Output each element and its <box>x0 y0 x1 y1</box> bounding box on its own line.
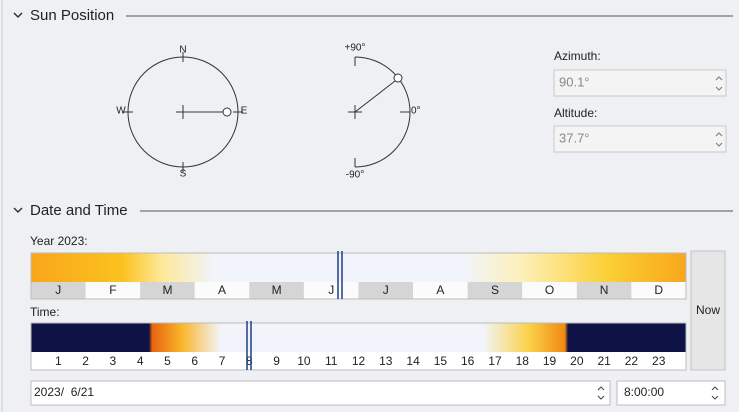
month-cell <box>194 282 250 299</box>
year-label: Year 2023: <box>30 234 88 248</box>
hour-strip <box>31 352 686 370</box>
hour-label: 14 <box>406 354 420 368</box>
hour-label: 8 <box>246 354 253 368</box>
compass-label: W <box>116 106 126 117</box>
month-cell <box>140 282 195 299</box>
hour-label: 16 <box>461 354 475 368</box>
month-label: A <box>436 283 444 297</box>
time-frame <box>30 322 687 371</box>
month-cell <box>31 282 86 299</box>
compass <box>123 52 243 172</box>
date-input[interactable] <box>30 380 611 406</box>
month-cell <box>522 282 577 299</box>
spinner[interactable] <box>715 76 723 91</box>
hour-label: 19 <box>543 354 557 368</box>
compass-label: S <box>180 169 187 180</box>
azimuth-value: 90.1° <box>559 74 590 89</box>
field-label: Azimuth: <box>554 49 601 63</box>
month-label: M <box>162 283 172 297</box>
month-label: A <box>218 283 226 297</box>
hour-label: 6 <box>191 354 198 368</box>
compass-label: N <box>179 45 186 56</box>
month-cell <box>413 282 468 299</box>
hour-label: 23 <box>652 354 666 368</box>
month-label: S <box>491 283 499 297</box>
hour-label: 7 <box>219 354 226 368</box>
year-marker[interactable] <box>337 251 343 299</box>
hour-label: 18 <box>516 354 530 368</box>
month-label: J <box>55 283 61 297</box>
hour-label: 4 <box>137 354 144 368</box>
month-label: O <box>545 283 554 297</box>
time-label: Time: <box>30 305 60 319</box>
time-gradient[interactable] <box>31 323 686 352</box>
hour-label: 22 <box>625 354 639 368</box>
month-cell <box>249 282 304 299</box>
hour-label: 5 <box>164 354 171 368</box>
month-label: J <box>328 283 334 297</box>
hour-label: 12 <box>352 354 366 368</box>
month-label: F <box>109 283 116 297</box>
now-button[interactable] <box>690 250 726 371</box>
hour-label: 10 <box>297 354 311 368</box>
spinner[interactable] <box>715 132 723 147</box>
dial-label: -90° <box>346 170 364 181</box>
month-cell <box>303 282 359 299</box>
azimuth-input[interactable] <box>553 69 727 97</box>
now-label: Now <box>696 303 720 317</box>
hour-label: 9 <box>273 354 280 368</box>
dial-label: 0° <box>411 106 421 117</box>
time-marker[interactable] <box>246 321 252 370</box>
hour-label: 17 <box>488 354 502 368</box>
month-cell <box>85 282 141 299</box>
date-value: 2023/ 6/21 <box>34 385 94 399</box>
month-label: M <box>272 283 282 297</box>
month-label: J <box>383 283 389 297</box>
month-label: N <box>600 283 609 297</box>
spinner[interactable] <box>711 386 719 400</box>
dial-label: +90° <box>345 43 366 54</box>
section-title: Date and Time <box>30 202 128 219</box>
month-label: D <box>654 283 663 297</box>
month-cell <box>467 282 523 299</box>
section-title: Sun Position <box>30 7 114 24</box>
field-label: Altitude: <box>554 106 597 120</box>
spinner[interactable] <box>597 386 605 400</box>
year-gradient[interactable] <box>31 253 686 282</box>
time-value: 8:00:00 <box>624 385 664 399</box>
month-cell <box>358 282 414 299</box>
year-frame <box>30 252 687 300</box>
altitude-input[interactable] <box>553 125 727 153</box>
hour-label: 3 <box>110 354 117 368</box>
chevron[interactable] <box>13 12 23 19</box>
chevron[interactable] <box>13 207 23 214</box>
hour-label: 20 <box>570 354 584 368</box>
altitude-value: 37.7° <box>559 130 590 145</box>
hour-label: 15 <box>434 354 448 368</box>
hour-label: 21 <box>597 354 611 368</box>
month-cell <box>576 282 632 299</box>
hour-label: 11 <box>325 354 338 368</box>
hour-label: 2 <box>82 354 89 368</box>
altitude-dial <box>348 56 411 168</box>
time-input[interactable] <box>616 380 726 406</box>
compass-label: E <box>241 106 248 117</box>
hour-label: 1 <box>55 354 62 368</box>
hour-label: 13 <box>379 354 393 368</box>
month-cell <box>631 282 686 299</box>
